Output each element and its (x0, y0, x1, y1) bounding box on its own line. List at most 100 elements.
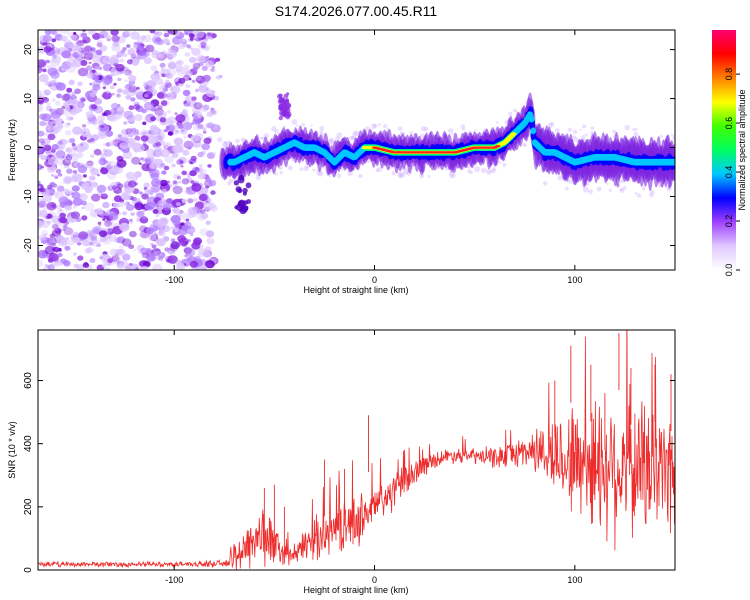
noise-blob (53, 79, 57, 82)
x-tick-label: 100 (567, 575, 582, 585)
noise-blob (103, 215, 108, 219)
noise-blob (47, 121, 54, 127)
noise-blob (71, 191, 81, 200)
noise-blob (81, 182, 90, 190)
noise-blob (55, 250, 59, 253)
noise-blob (47, 67, 58, 76)
noise-blob (57, 172, 63, 177)
noise-blob (146, 135, 157, 144)
noise-blob (191, 183, 202, 192)
noise-blob (87, 30, 93, 35)
noise-blob (117, 201, 125, 208)
noise-blob (125, 128, 133, 134)
noise-blob (182, 108, 187, 112)
noise-blob (192, 140, 202, 148)
noise-blob (55, 169, 62, 174)
noise-blob (76, 39, 85, 47)
noise-blob (89, 30, 97, 35)
faint-dot (255, 175, 261, 181)
noise-blob (106, 219, 114, 225)
noise-blob (38, 130, 45, 137)
noise-blob (173, 173, 180, 180)
x-tick-label: 0 (372, 575, 377, 585)
noise-blob (132, 44, 138, 49)
noise-blob (57, 140, 64, 145)
noise-blob (64, 103, 70, 108)
noise-blob (166, 124, 175, 132)
noise-blob (89, 138, 95, 142)
noise-blob (131, 156, 141, 165)
spur-blob (278, 115, 283, 121)
low-blob (246, 199, 252, 204)
noise-blob (175, 68, 181, 73)
noise-blob (131, 60, 139, 66)
noise-blob (98, 132, 108, 139)
noise-blob (90, 104, 97, 110)
noise-blob (64, 157, 72, 163)
low-blob (237, 176, 245, 184)
noise-blob (184, 31, 189, 36)
faint-dot (557, 175, 563, 181)
noise-blob (143, 182, 150, 189)
noise-blob (86, 161, 94, 169)
faint-dot (450, 173, 456, 179)
noise-blob (51, 242, 56, 247)
noise-blob (62, 108, 71, 116)
noise-blob (193, 102, 203, 110)
faint-dot (396, 171, 403, 178)
noise-blob (72, 252, 77, 256)
noise-blob (123, 66, 129, 72)
noise-blob (184, 248, 196, 257)
noise-blob (106, 227, 113, 233)
noise-blob (119, 58, 125, 63)
faint-dot (353, 130, 360, 136)
noise-blob (72, 52, 80, 58)
noise-blob (102, 148, 108, 153)
noise-blob (145, 227, 154, 235)
noise-blob (171, 44, 175, 48)
noise-blob (72, 236, 81, 244)
noise-blob (73, 32, 77, 35)
noise-blob (112, 41, 120, 47)
noise-blob (125, 204, 135, 211)
noise-blob (176, 262, 186, 270)
noise-blob (185, 83, 191, 88)
noise-blob (129, 218, 133, 222)
faint-dot (288, 165, 293, 171)
noise-blob (188, 56, 197, 64)
noise-blob (62, 94, 70, 101)
spectrogram-frame (37, 29, 676, 271)
noise-blob (62, 198, 73, 207)
noise-blob (182, 121, 193, 131)
noise-blob (175, 130, 180, 134)
noise-blob (89, 234, 98, 241)
noise-blob (185, 84, 191, 89)
noise-blob (191, 241, 201, 250)
faint-dot (462, 127, 466, 131)
noise-blob (179, 210, 184, 214)
noise-blob (61, 121, 65, 124)
noise-blob (180, 165, 184, 168)
noise-blob (39, 120, 46, 127)
noise-blob (38, 74, 49, 83)
noise-blob (66, 139, 70, 143)
noise-blob (60, 239, 68, 246)
faint-dot (303, 165, 309, 171)
noise-blob (116, 93, 120, 96)
noise-blob (127, 132, 134, 138)
noise-blob (128, 105, 135, 111)
noise-blob (80, 32, 88, 38)
noise-blob (66, 239, 75, 246)
noise-blob (119, 222, 130, 232)
noise-blob (155, 238, 163, 245)
noise-blob (111, 44, 121, 52)
noise-blob (199, 265, 205, 270)
noise-blob (156, 92, 165, 99)
noise-blob (163, 38, 170, 44)
noise-blob (96, 126, 101, 130)
noise-blob (56, 123, 64, 130)
faint-dot (659, 134, 663, 138)
faint-dot (448, 171, 455, 177)
noise-blob (163, 37, 169, 42)
noise-blob (90, 168, 99, 176)
